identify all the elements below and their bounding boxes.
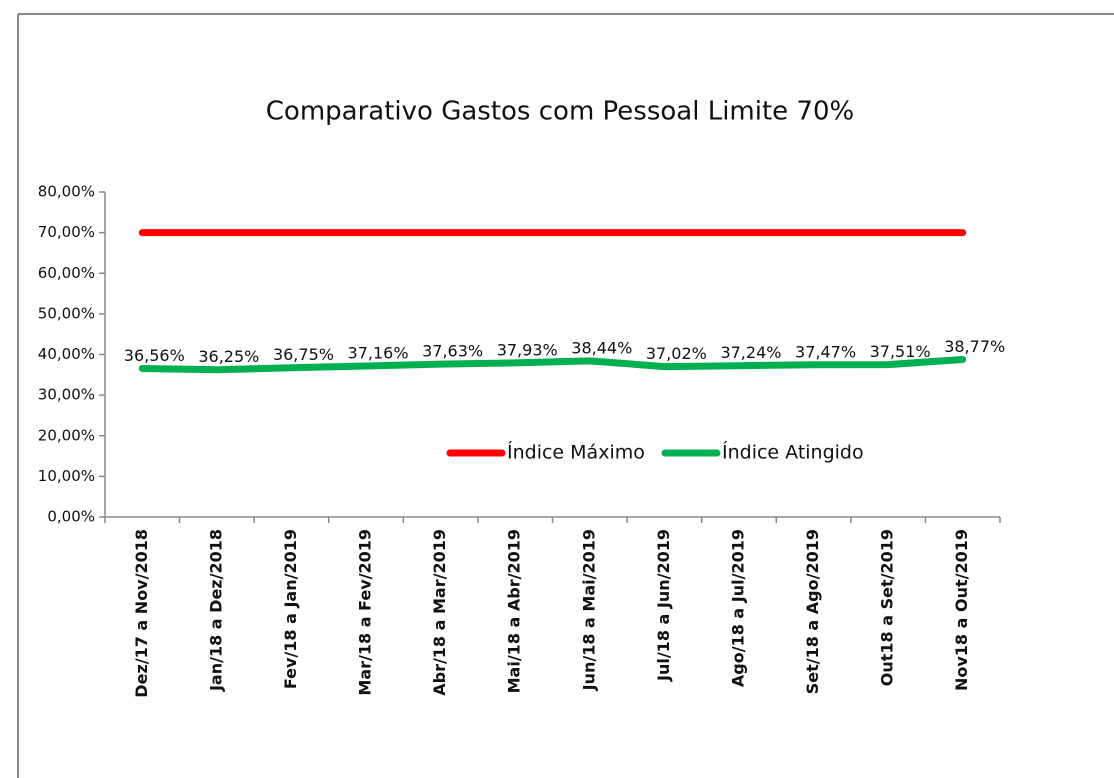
y-tick-label: 0,00% [47, 508, 95, 526]
data-label: 37,51% [870, 342, 931, 361]
x-tick-label: Jul/18 a Jun/2019 [654, 529, 673, 682]
data-label: 36,25% [198, 347, 259, 366]
y-tick-label: 10,00% [38, 467, 95, 485]
x-tick-label: Out18 a Set/2019 [878, 529, 897, 686]
x-tick-label: Ago/18 a Jul/2019 [728, 529, 747, 687]
y-tick-label: 80,00% [38, 183, 95, 201]
y-tick-label: 60,00% [38, 264, 95, 282]
x-tick-label: Set/18 a Ago/2019 [803, 529, 822, 694]
y-tick-label: 70,00% [38, 223, 95, 241]
data-label: 38,77% [944, 337, 1005, 356]
y-tick-label: 30,00% [38, 386, 95, 404]
x-tick-label: Mar/18 a Fev/2019 [356, 529, 375, 696]
x-tick-label: Jan/18 a Dez/2018 [206, 529, 225, 692]
x-tick-label: Abr/18 a Mar/2019 [430, 529, 449, 696]
data-label: 37,63% [422, 342, 483, 361]
legend-label: Índice Máximo [507, 441, 645, 464]
x-tick-label: Nov18 a Out/2019 [952, 529, 971, 691]
data-label: 37,24% [720, 343, 781, 362]
x-tick-label: Jun/18 a Mai/2019 [579, 529, 598, 691]
data-label: 37,93% [497, 340, 558, 359]
x-tick-label: Fev/18 a Jan/2019 [281, 529, 300, 689]
y-tick-label: 40,00% [38, 345, 95, 363]
data-label: 37,16% [348, 344, 409, 363]
x-tick-label: Mai/18 a Abr/2019 [505, 529, 524, 693]
data-label: 36,75% [273, 345, 334, 364]
series-line [138, 355, 967, 374]
data-label: 37,47% [795, 342, 856, 361]
data-label: 37,02% [646, 344, 707, 363]
y-tick-label: 50,00% [38, 304, 95, 322]
chart-title: Comparativo Gastos com Pessoal Limite 70… [266, 97, 854, 127]
legend-label: Índice Atingido [722, 441, 864, 464]
data-label: 36,56% [124, 346, 185, 365]
y-tick-label: 20,00% [38, 426, 95, 444]
data-label: 38,44% [571, 338, 632, 357]
x-tick-label: Dez/17 a Nov/2018 [132, 529, 151, 698]
